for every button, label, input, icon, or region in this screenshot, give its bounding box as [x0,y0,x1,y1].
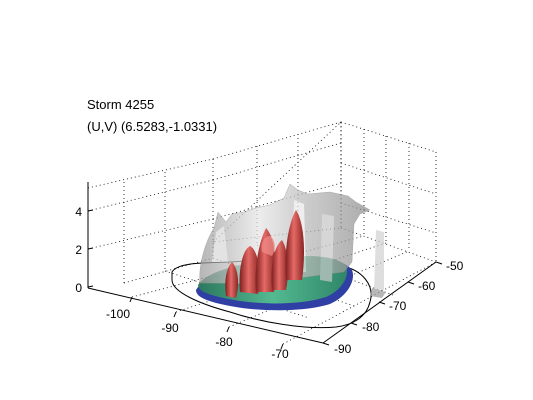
z-tick-label: 4 [75,205,82,219]
z-axis-ticks: 0 2 4 [75,205,94,295]
z-tick-label: 0 [75,281,82,295]
x-tick-label: -100 [106,307,130,321]
y-tick-label: -90 [334,342,352,356]
x-tick-label: -80 [215,335,233,349]
x-axis-ticks: -100 -90 -80 -70 [106,296,289,361]
y-axis-ticks: -90 -80 -70 -60 -50 [322,259,464,356]
z-tick-label: 2 [75,243,82,257]
chart-title-line-2: (U,V) (6.5283,-1.0331) [87,119,217,134]
red-core-cells [225,210,304,298]
x-tick-label: -70 [271,347,289,361]
x-tick-label: -90 [161,321,179,335]
y-tick-label: -60 [418,279,436,293]
chart-title-line-1: Storm 4255 [87,97,154,112]
y-tick-label: -80 [362,320,380,334]
y-tick-label: -50 [446,259,464,273]
y-tick-label: -70 [389,299,407,313]
